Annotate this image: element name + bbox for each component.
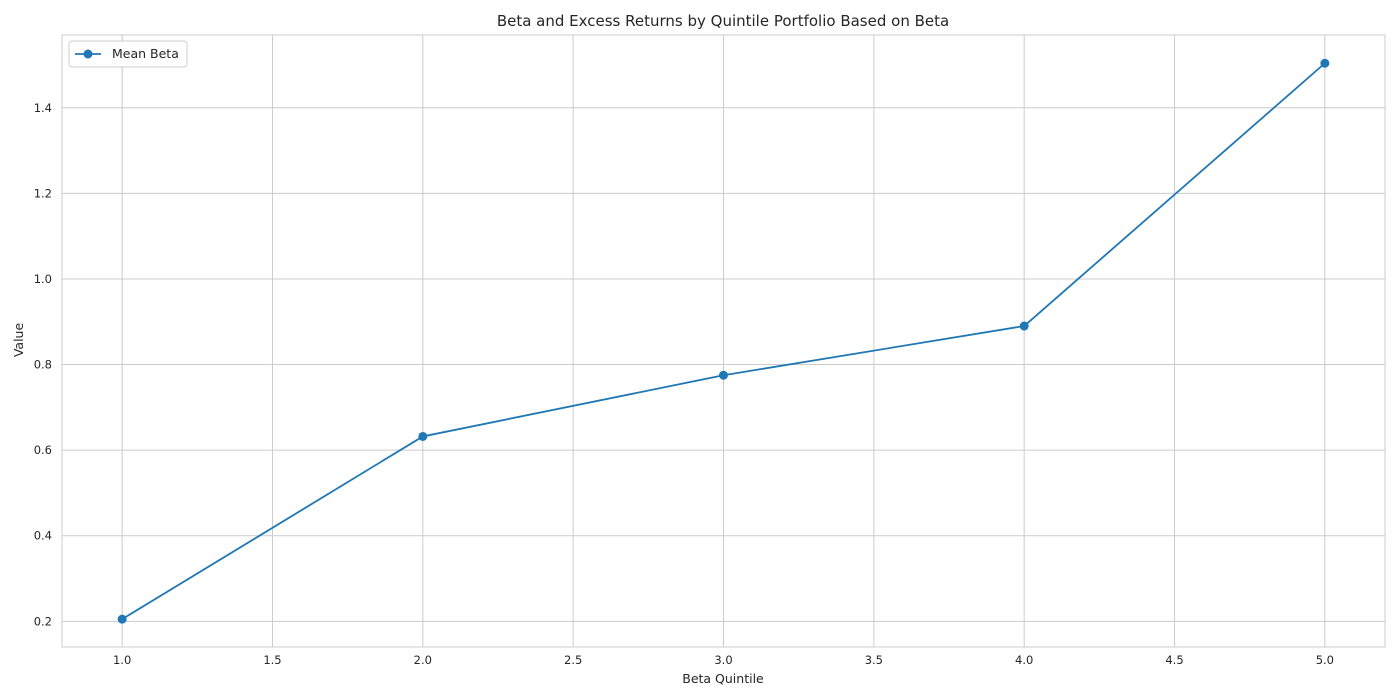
y-tick-label: 0.2 xyxy=(34,614,52,628)
legend-entry-mean-beta: Mean Beta xyxy=(112,46,179,61)
chart-title: Beta and Excess Returns by Quintile Port… xyxy=(497,12,949,30)
data-point xyxy=(418,431,428,441)
y-axis-label: Value xyxy=(11,323,26,358)
x-tick-label: 2.0 xyxy=(414,653,432,667)
x-tick-label: 1.0 xyxy=(113,653,131,667)
legend: Mean Beta xyxy=(68,40,188,68)
x-tick-label: 5.0 xyxy=(1316,653,1334,667)
data-point xyxy=(719,370,728,380)
x-tick-label: 3.5 xyxy=(865,653,883,667)
x-tick-label: 1.5 xyxy=(263,653,281,667)
legend-box xyxy=(68,40,188,68)
y-tick-label: 0.8 xyxy=(34,358,52,372)
y-tick-label: 1.0 xyxy=(34,272,52,286)
legend-marker-swatch xyxy=(83,49,93,59)
plot-area xyxy=(61,34,1386,648)
y-tick-label: 1.2 xyxy=(34,186,52,200)
y-tick-label: 1.4 xyxy=(34,101,52,115)
x-axis-label: Beta Quintile xyxy=(682,671,764,686)
x-tick-label: 4.5 xyxy=(1165,653,1183,667)
y-axis-ticks: 0.2 0.4 0.6 0.8 1.0 1.2 1.4 xyxy=(34,101,52,629)
data-point xyxy=(1320,58,1330,68)
x-axis-ticks: 1.0 1.5 2.0 2.5 3.0 3.5 4.0 4.5 5.0 xyxy=(113,653,1334,667)
x-tick-label: 4.0 xyxy=(1015,653,1033,667)
data-point xyxy=(117,614,127,624)
series-layer xyxy=(117,58,1330,624)
y-tick-label: 0.4 xyxy=(34,529,52,543)
y-tick-label: 0.6 xyxy=(34,443,52,457)
x-tick-label: 2.5 xyxy=(564,653,582,667)
grid-lines xyxy=(62,35,1385,647)
x-tick-label: 3.0 xyxy=(714,653,732,667)
data-point xyxy=(1019,321,1029,331)
